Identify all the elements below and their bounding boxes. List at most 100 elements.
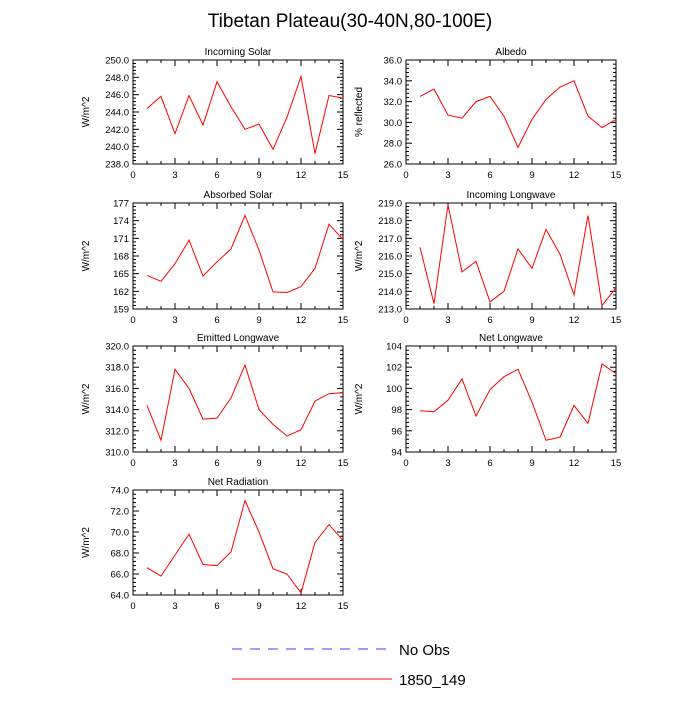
panel-title: Emitted Longwave	[197, 333, 280, 344]
panel-absorbed-solar: Absorbed Solar 0 3 6 9 12 15 159 162 165 168 171 174…	[81, 190, 348, 326]
x-tick-label: 6	[214, 458, 219, 469]
x-tick-label: 9	[256, 601, 261, 612]
y-tick-label: 171	[113, 234, 129, 245]
panel-albedo: Albedo 0 3 6 9 12 15 26.0 28.0 30.0 32.0 34.0 36.0 % …	[354, 47, 621, 181]
x-tick-label: 15	[338, 601, 349, 612]
x-tick-label: 15	[338, 458, 349, 469]
y-axis-label: W/m^2	[354, 383, 365, 414]
y-tick-label: 102	[386, 363, 402, 374]
x-tick-label: 15	[611, 458, 622, 469]
y-tick-label: 214.0	[378, 287, 402, 298]
y-tick-label: 159	[113, 305, 129, 316]
series-line-1850-149	[146, 74, 344, 154]
y-tick-label: 250.0	[105, 56, 129, 67]
y-tick-label: 217.0	[378, 234, 402, 245]
y-tick-label: 215.0	[378, 269, 402, 280]
panel-net-longwave: Net Longwave 0 3 6 9 12 15 94 96 98 100 102 104 W/m^2	[354, 333, 621, 469]
x-tick-label: 6	[487, 315, 492, 326]
y-tick-label: 68.0	[111, 549, 130, 560]
x-tick-label: 15	[611, 170, 622, 181]
x-tick-label: 0	[130, 315, 135, 326]
series-line-1850-149	[146, 499, 344, 595]
x-tick-label: 9	[256, 458, 261, 469]
x-tick-label: 0	[403, 170, 408, 181]
x-tick-label: 0	[130, 170, 135, 181]
legend: No Obs 1850_149	[232, 642, 466, 689]
y-tick-label: 32.0	[384, 97, 403, 108]
y-axis-label: W/m^2	[81, 240, 92, 271]
x-tick-label: 0	[403, 315, 408, 326]
y-tick-label: 104	[386, 342, 402, 353]
panel-title: Absorbed Solar	[204, 190, 274, 201]
y-tick-label: 165	[113, 269, 129, 280]
y-tick-label: 168	[113, 252, 129, 263]
y-tick-label: 320.0	[105, 342, 129, 353]
panel-title: Incoming Longwave	[467, 190, 556, 201]
x-tick-label: 12	[569, 315, 580, 326]
x-tick-label: 12	[296, 458, 307, 469]
y-axis-label: % reflected	[354, 87, 365, 137]
y-tick-label: 244.0	[105, 108, 129, 119]
x-tick-label: 12	[296, 601, 307, 612]
series-line-1850-149	[419, 363, 617, 441]
y-tick-label: 36.0	[384, 56, 403, 67]
series-line-1850-149	[146, 363, 344, 443]
x-tick-label: 9	[529, 458, 534, 469]
plot-frame	[405, 59, 617, 165]
y-tick-label: 100	[386, 384, 402, 395]
y-axis-label: W/m^2	[81, 383, 92, 414]
y-tick-label: 216.0	[378, 252, 402, 263]
panel-emitted-longwave: Emitted Longwave 0 3 6 9 12 15 310.0 312.0 314.0 3…	[81, 333, 348, 469]
panel-incoming-longwave: Incoming Longwave 0 3 6 9 12 15 213.0 214.0 215.0…	[354, 190, 621, 326]
y-axis-label: W/m^2	[81, 527, 92, 558]
y-tick-label: 312.0	[105, 426, 129, 437]
x-tick-label: 3	[445, 170, 450, 181]
y-tick-label: 96	[391, 426, 402, 437]
x-tick-label: 3	[172, 601, 177, 612]
y-tick-label: 74.0	[111, 486, 130, 497]
x-tick-label: 6	[487, 458, 492, 469]
y-tick-label: 26.0	[384, 160, 403, 171]
x-tick-label: 15	[338, 170, 349, 181]
y-tick-label: 174	[113, 216, 129, 227]
panel-title: Incoming Solar	[205, 47, 272, 58]
panel-incoming-solar: Incoming Solar 0 3 6 9 12 15 238.0 240.0 242.0 244…	[81, 47, 348, 181]
y-tick-label: 242.0	[105, 125, 129, 136]
plot-frame	[405, 202, 617, 310]
x-tick-label: 0	[403, 458, 408, 469]
plot-frame	[405, 345, 617, 453]
legend-label-1850-149: 1850_149	[399, 672, 466, 689]
x-tick-label: 9	[256, 315, 261, 326]
y-tick-label: 30.0	[384, 118, 403, 129]
y-tick-label: 64.0	[111, 591, 130, 602]
panel-net-radiation: Net Radiation 0 3 6 9 12 15 64.0 66.0 68.0 70.0 72.…	[81, 477, 348, 612]
legend-label-no-obs: No Obs	[399, 642, 450, 659]
series-line-1850-149	[419, 80, 617, 149]
y-tick-label: 314.0	[105, 405, 129, 416]
x-tick-label: 9	[529, 315, 534, 326]
x-tick-label: 12	[296, 170, 307, 181]
y-tick-label: 238.0	[105, 160, 129, 171]
panel-title: Net Radiation	[208, 477, 269, 488]
y-tick-label: 316.0	[105, 384, 129, 395]
panel-title: Albedo	[495, 47, 527, 58]
y-tick-label: 310.0	[105, 448, 129, 459]
y-tick-label: 240.0	[105, 142, 129, 153]
y-tick-label: 213.0	[378, 305, 402, 316]
x-tick-label: 3	[172, 315, 177, 326]
x-tick-label: 3	[445, 458, 450, 469]
panels: Incoming Solar 0 3 6 9 12 15 238.0 240.0 242.0 244…	[81, 47, 621, 612]
y-tick-label: 246.0	[105, 90, 129, 101]
x-tick-label: 3	[445, 315, 450, 326]
y-axis-label: W/m^2	[354, 240, 365, 271]
y-tick-label: 162	[113, 287, 129, 298]
y-tick-label: 318.0	[105, 363, 129, 374]
y-tick-label: 94	[391, 448, 402, 459]
y-tick-label: 28.0	[384, 139, 403, 150]
figure-title: Tibetan Plateau(30-40N,80-100E)	[208, 11, 492, 32]
y-tick-label: 248.0	[105, 73, 129, 84]
y-tick-label: 177	[113, 199, 129, 210]
x-tick-label: 12	[296, 315, 307, 326]
